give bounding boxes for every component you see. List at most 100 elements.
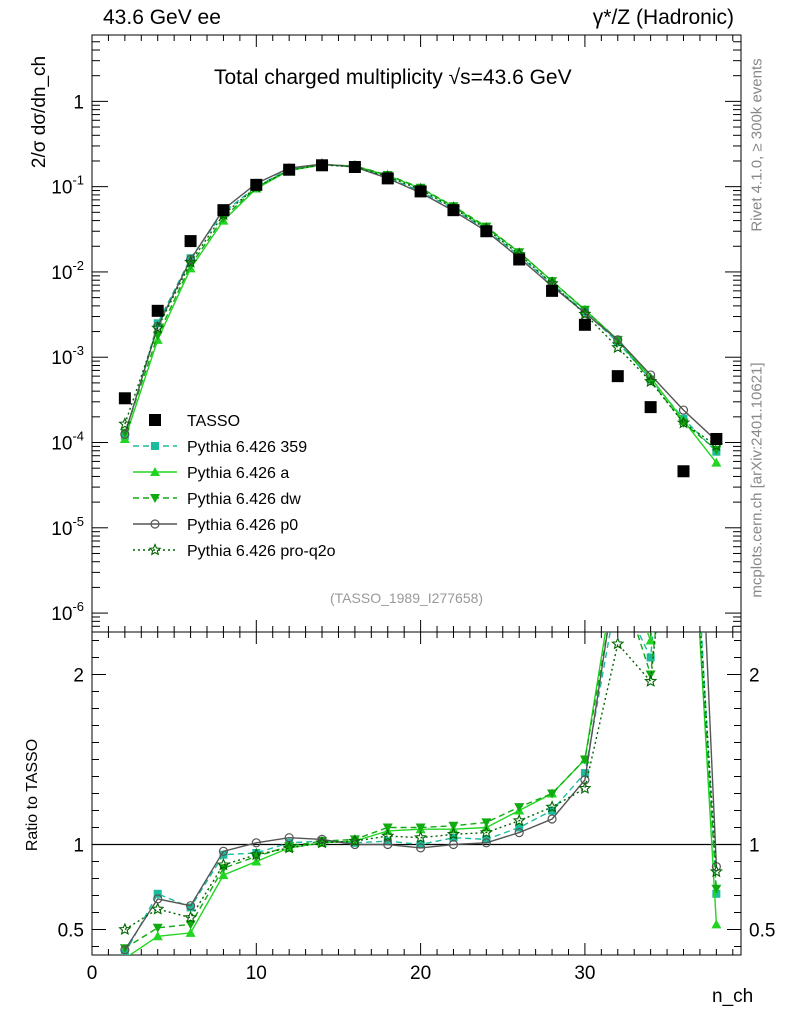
- ratio-point-2: [382, 823, 393, 833]
- data-point: [283, 163, 296, 176]
- x-tick-label: 30: [574, 963, 595, 984]
- series-point-5: [578, 307, 592, 320]
- ratio-point-3: [647, 603, 655, 611]
- ratio-point-4: [151, 902, 165, 915]
- ratio-point-0: [614, 586, 622, 594]
- header-left: 43.6 GeV ee: [103, 6, 221, 29]
- ratio-point-0: [515, 823, 524, 832]
- ratio-point-4: [578, 781, 592, 794]
- ratio-point-4: [348, 834, 362, 847]
- legend-marker-4: [150, 519, 160, 529]
- ratio-point-1: [218, 870, 229, 880]
- ratio-plot-area: [118, 314, 723, 955]
- data-point: [118, 392, 131, 405]
- series-point-4: [613, 335, 623, 345]
- series-point-1: [186, 254, 195, 263]
- legend-label-3: Pythia 6.426 dw: [187, 491, 301, 508]
- ratio-point-3: [448, 839, 459, 850]
- ratio-point-2: [547, 789, 558, 799]
- ratio-point-1: [711, 919, 722, 929]
- ratio-point-0: [712, 889, 721, 898]
- ratio-point-4: [545, 800, 559, 813]
- data-point: [513, 253, 526, 266]
- data-point: [151, 304, 164, 317]
- y-tick-label: 10-2: [51, 258, 84, 284]
- y-tick-label: 10-5: [51, 514, 84, 540]
- ratio-point-2: [448, 821, 459, 831]
- series-point-3: [514, 248, 525, 258]
- data-point: [578, 318, 591, 331]
- series-point-2: [711, 457, 722, 467]
- ratio-point-3: [218, 846, 229, 856]
- series-line-3: [124, 163, 717, 451]
- series-point-5: [611, 340, 625, 354]
- data-point: [611, 370, 624, 383]
- series-line-4: [124, 163, 717, 442]
- data-point: [250, 178, 263, 191]
- legend-label-0: TASSO: [187, 413, 240, 430]
- ratio-point-4: [611, 636, 625, 650]
- ratio-point-2: [711, 884, 722, 894]
- series-point-5: [184, 255, 198, 268]
- ratio-point-4: [381, 829, 395, 842]
- header-right: γ*/Z (Hadronic): [592, 6, 734, 29]
- ratio-point-2: [152, 923, 163, 933]
- ratio-point-0: [580, 769, 589, 778]
- x-tick-label: 10: [246, 963, 267, 984]
- ratio-point-2: [678, 382, 688, 391]
- ratio-point-2: [415, 823, 426, 833]
- series-point-4: [678, 405, 689, 415]
- ratio-point-0: [679, 314, 687, 322]
- legend-label-4: Pythia 6.426 p0: [187, 517, 298, 534]
- ratio-point-3: [416, 843, 426, 853]
- ratio-point-2: [481, 818, 492, 828]
- series-point-4: [120, 429, 130, 439]
- y-tick-label: 10-4: [51, 429, 84, 455]
- ratio-point-1: [185, 927, 196, 937]
- y-tick-label: 10-6: [51, 599, 84, 625]
- x-tick-label: 20: [410, 963, 431, 984]
- series-line-1: [124, 163, 717, 453]
- ratio-point-1: [678, 347, 688, 356]
- ratio-point-1: [152, 931, 163, 941]
- legend-marker-1: [151, 442, 159, 450]
- main-plot-area: [118, 157, 723, 478]
- data-point: [316, 159, 329, 172]
- ratio-point-4: [512, 813, 526, 827]
- data-point: [677, 465, 690, 478]
- ratio-point-0: [646, 653, 655, 662]
- ratio-point-3: [350, 839, 360, 850]
- x-tick-label: 0: [87, 963, 98, 984]
- ratio-point-4: [118, 922, 132, 936]
- ratio-point-4: [184, 910, 198, 924]
- series-point-5: [676, 415, 691, 429]
- legend-marker-5: [148, 543, 162, 556]
- series-point-4: [646, 370, 656, 380]
- ratio-point-1: [613, 551, 623, 560]
- ratio-point-2: [284, 842, 295, 852]
- data-point: [348, 160, 361, 173]
- ratio-point-2: [514, 803, 525, 813]
- legend-marker-2: [150, 467, 160, 476]
- y-tick-label: 10-3: [51, 343, 84, 369]
- ratio-point-4: [216, 857, 231, 871]
- ratio-point-0: [449, 833, 458, 842]
- ratio-point-4: [644, 674, 658, 687]
- ratio-y-tick-label-right: 1: [749, 836, 760, 857]
- data-point: [414, 185, 427, 198]
- data-point: [480, 225, 493, 238]
- legend-label-2: Pythia 6.426 a: [187, 465, 289, 482]
- ratio-point-0: [482, 835, 491, 844]
- data-point: [217, 204, 230, 217]
- ratio-point-3: [514, 827, 524, 838]
- ratio-y-tick-label: 2: [73, 666, 84, 687]
- data-point: [447, 204, 460, 217]
- ratio-point-3: [185, 901, 196, 911]
- ratio-point-3: [383, 839, 393, 850]
- ratio-point-4: [446, 827, 461, 840]
- data-point: [644, 401, 657, 414]
- ratio-point-0: [548, 806, 557, 815]
- x-axis-label: n_ch: [712, 986, 754, 1007]
- data-point: [184, 235, 197, 248]
- data-point: [546, 284, 559, 297]
